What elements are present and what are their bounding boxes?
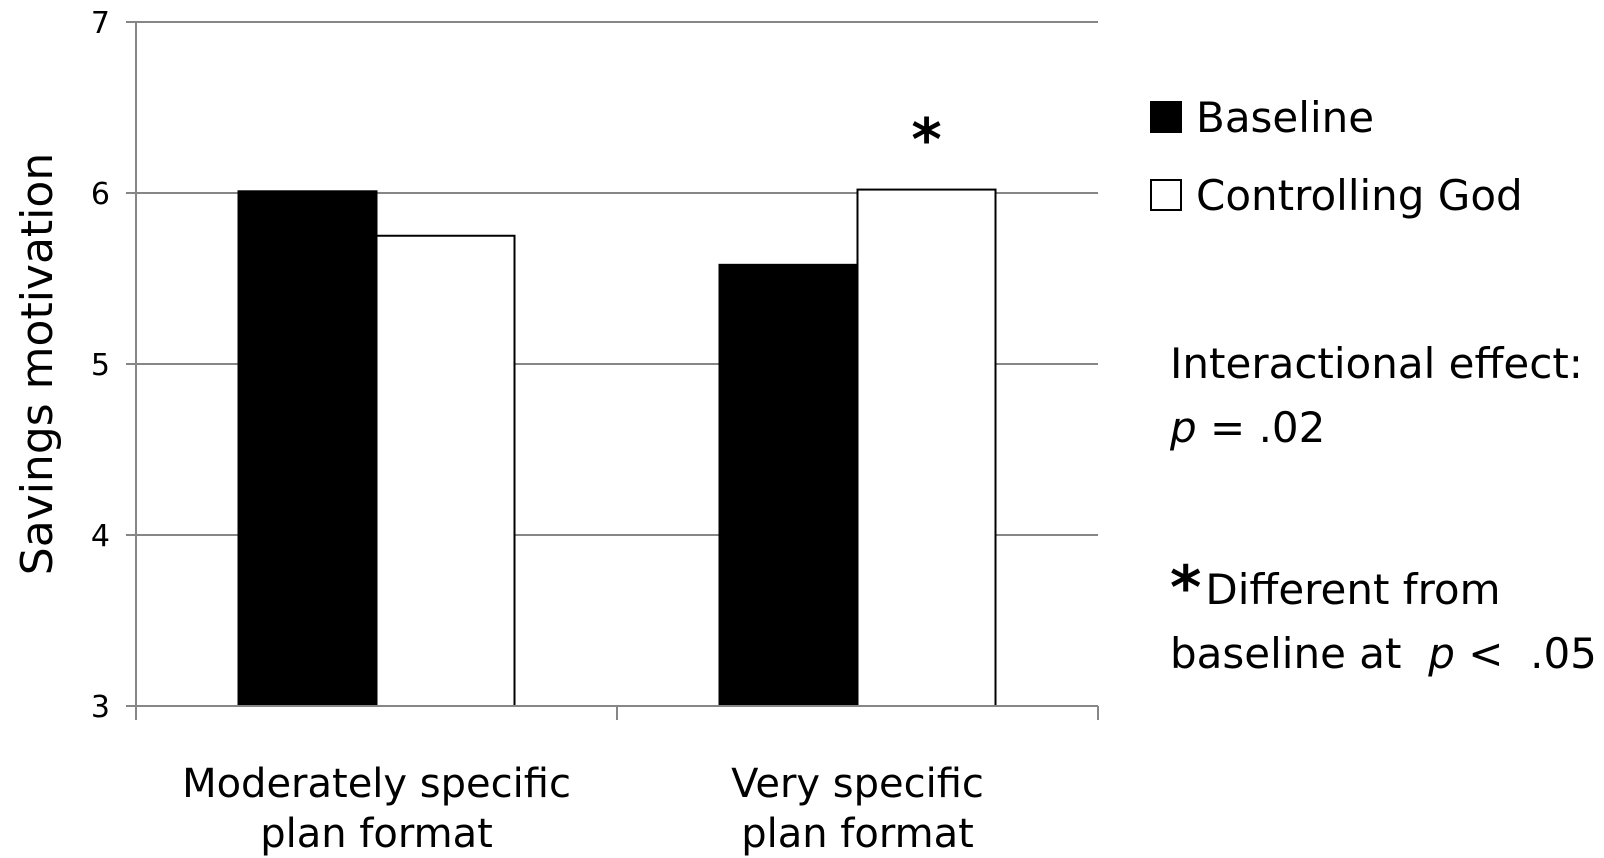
- bar-controlling-god: [375, 234, 516, 707]
- interaction-p-symbol: p: [1170, 403, 1197, 452]
- y-axis-label: Savings motivation: [12, 153, 63, 575]
- bar-controlling-god: [856, 188, 997, 707]
- bar-baseline: [237, 190, 378, 708]
- legend-swatch-controlling-god: [1150, 179, 1182, 211]
- significance-note: *Different from baseline at p < .05: [1170, 556, 1597, 686]
- x-category-label: Very specific: [731, 761, 984, 807]
- significance-p-symbol: p: [1428, 629, 1455, 678]
- y-tick-label: 7: [91, 6, 110, 41]
- significance-line2b-text: < .05: [1454, 629, 1597, 678]
- significance-star-icon: *: [1170, 553, 1202, 623]
- significance-note-line2: baseline at p < .05: [1170, 622, 1597, 686]
- bar-baseline: [718, 263, 859, 707]
- x-category-label: plan format: [741, 811, 974, 857]
- x-category-label: plan format: [260, 811, 493, 857]
- significance-marker: *: [911, 106, 941, 174]
- y-tick-label: 3: [91, 690, 110, 725]
- legend-item-controlling-god: Controlling God: [1150, 156, 1523, 234]
- significance-line1-text: Different from: [1205, 565, 1501, 614]
- legend-label-controlling-god: Controlling God: [1196, 170, 1523, 220]
- interaction-note-line2: p = .02: [1170, 396, 1583, 460]
- y-tick-label: 5: [91, 348, 110, 383]
- interaction-note: Interactional effect: p = .02: [1170, 332, 1583, 460]
- legend-item-baseline: Baseline: [1150, 78, 1523, 156]
- significance-note-line1: *Different from: [1170, 556, 1597, 622]
- interaction-note-line1: Interactional effect:: [1170, 339, 1583, 388]
- legend-swatch-baseline: [1150, 101, 1182, 133]
- significance-line2a-text: baseline at: [1170, 629, 1429, 678]
- y-tick-label: 6: [91, 177, 110, 212]
- legend-label-baseline: Baseline: [1196, 92, 1375, 142]
- x-category-label: Moderately specific: [182, 761, 571, 807]
- interaction-p-value: = .02: [1196, 403, 1326, 452]
- legend: Baseline Controlling God: [1150, 78, 1523, 234]
- y-tick-label: 4: [91, 519, 110, 554]
